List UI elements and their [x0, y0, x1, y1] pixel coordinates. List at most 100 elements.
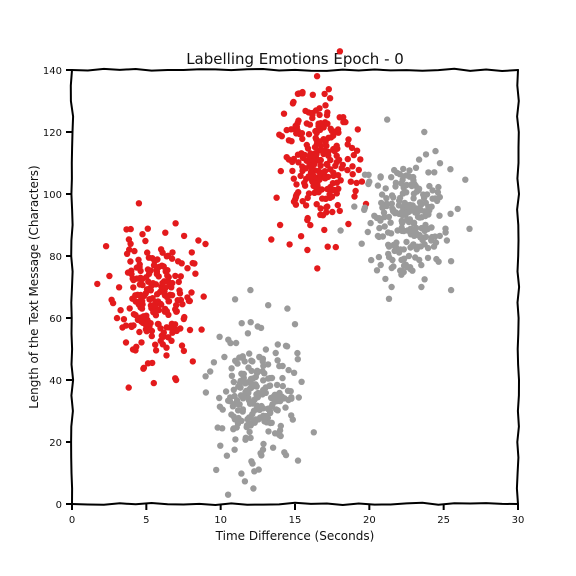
data-point-red — [345, 220, 352, 228]
data-point-gray — [400, 268, 407, 276]
data-point-red — [309, 91, 316, 99]
data-point-gray — [383, 202, 390, 210]
data-point-red — [123, 250, 131, 257]
data-point-red — [126, 305, 133, 312]
data-point-red — [321, 226, 328, 234]
data-point-gray — [447, 166, 454, 173]
data-point-red — [176, 287, 183, 294]
data-point-gray — [405, 218, 413, 226]
data-point-gray — [260, 440, 267, 448]
data-point-red — [306, 173, 313, 181]
data-point-gray — [436, 232, 443, 240]
data-point-red — [317, 205, 324, 212]
data-point-gray — [237, 384, 244, 391]
data-point-red — [327, 125, 334, 132]
data-point-red — [139, 231, 146, 238]
data-point-gray — [230, 378, 237, 386]
data-point-red — [131, 247, 138, 255]
data-point-gray — [260, 362, 267, 370]
data-point-gray — [248, 458, 255, 465]
data-point-gray — [405, 208, 412, 216]
data-point-red — [119, 324, 126, 331]
data-point-red — [157, 246, 165, 253]
data-point-gray — [384, 229, 392, 236]
data-point-gray — [276, 427, 284, 434]
data-point-red — [130, 276, 137, 284]
y-tick-label: 0 — [56, 500, 62, 511]
data-point-gray — [294, 349, 301, 357]
x-tick-label: 15 — [289, 515, 302, 526]
data-point-red — [148, 332, 155, 340]
data-point-red — [297, 172, 304, 180]
data-point-gray — [273, 381, 281, 389]
data-point-red — [172, 376, 180, 384]
data-point-red — [294, 127, 301, 134]
data-point-red — [169, 249, 176, 256]
data-point-gray — [253, 391, 260, 398]
data-point-gray — [219, 425, 226, 432]
y-tick-label: 120 — [43, 128, 62, 139]
data-point-red — [128, 323, 135, 331]
data-point-gray — [240, 370, 247, 378]
data-point-red — [335, 156, 343, 163]
data-point-red — [277, 167, 284, 175]
data-point-gray — [262, 346, 270, 353]
data-point-red — [132, 311, 139, 319]
data-point-red — [154, 291, 161, 298]
data-point-red — [305, 190, 313, 197]
data-point-gray — [244, 330, 252, 337]
data-point-gray — [381, 223, 388, 230]
data-point-red — [324, 120, 331, 127]
data-point-gray — [228, 372, 236, 379]
data-point-gray — [279, 374, 286, 382]
data-point-gray — [391, 247, 398, 255]
data-point-red — [177, 273, 184, 280]
data-point-red — [142, 321, 149, 328]
data-point-gray — [390, 194, 397, 201]
data-point-gray — [415, 156, 423, 163]
data-point-gray — [291, 321, 299, 328]
data-point-red — [106, 272, 113, 280]
data-point-red — [322, 138, 329, 145]
data-point-gray — [399, 211, 406, 219]
data-point-red — [324, 161, 331, 169]
data-point-gray — [381, 213, 388, 221]
data-point-red — [162, 229, 169, 236]
data-point-red — [301, 179, 308, 187]
data-point-gray — [432, 147, 439, 155]
data-point-gray — [382, 275, 389, 283]
data-point-red — [178, 260, 185, 267]
data-point-gray — [430, 243, 438, 250]
data-point-red — [191, 260, 198, 267]
data-point-gray — [232, 436, 239, 443]
data-point-red — [153, 268, 161, 275]
data-point-red — [188, 289, 195, 296]
data-point-gray — [239, 406, 247, 413]
data-point-red — [180, 347, 188, 355]
data-point-red — [306, 121, 314, 128]
data-point-red — [109, 299, 117, 307]
data-point-gray — [256, 354, 263, 361]
data-point-gray — [466, 225, 473, 232]
data-point-gray — [413, 229, 420, 237]
data-point-red — [334, 126, 342, 133]
data-point-gray — [454, 205, 461, 213]
data-point-gray — [403, 189, 410, 196]
data-point-gray — [392, 179, 400, 186]
data-point-gray — [375, 253, 383, 261]
data-point-gray — [428, 203, 435, 210]
data-point-gray — [413, 224, 420, 232]
data-point-gray — [443, 237, 451, 244]
data-point-gray — [385, 213, 393, 221]
frame-top — [71, 67, 519, 73]
y-tick-label: 20 — [49, 438, 62, 449]
data-point-red — [295, 159, 302, 166]
data-point-red — [127, 258, 134, 265]
data-point-red — [289, 167, 296, 175]
data-point-red — [309, 111, 316, 119]
data-point-gray — [442, 229, 449, 236]
data-point-red — [322, 175, 329, 182]
data-point-red — [290, 175, 297, 182]
data-point-gray — [216, 394, 223, 402]
